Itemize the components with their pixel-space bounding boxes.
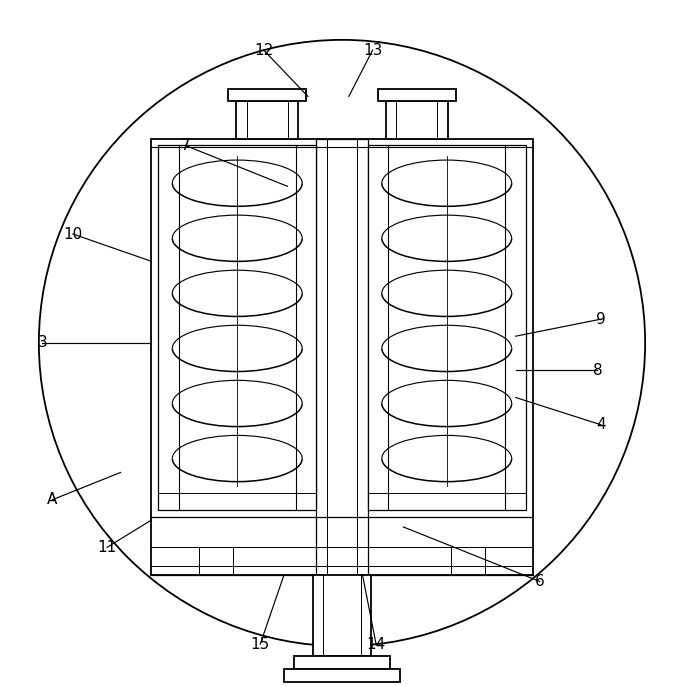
Bar bbox=[386, 101, 447, 139]
Bar bbox=[317, 139, 367, 575]
Text: 4: 4 bbox=[596, 417, 605, 432]
Text: 8: 8 bbox=[592, 363, 603, 378]
Text: A: A bbox=[47, 492, 57, 507]
Text: 11: 11 bbox=[97, 540, 116, 555]
Bar bbox=[237, 101, 298, 139]
Text: 7: 7 bbox=[181, 138, 190, 153]
Circle shape bbox=[39, 40, 645, 646]
Text: 10: 10 bbox=[64, 226, 83, 241]
Bar bbox=[367, 145, 526, 510]
Text: 14: 14 bbox=[367, 637, 386, 652]
Bar bbox=[151, 139, 533, 575]
Bar bbox=[378, 89, 456, 101]
Bar bbox=[294, 657, 390, 669]
Text: 15: 15 bbox=[250, 637, 270, 652]
Bar bbox=[313, 575, 371, 657]
Text: 12: 12 bbox=[254, 43, 274, 58]
Text: 13: 13 bbox=[363, 43, 382, 58]
Bar bbox=[228, 89, 306, 101]
Text: 3: 3 bbox=[38, 335, 47, 351]
Bar bbox=[284, 669, 400, 683]
Bar bbox=[158, 145, 317, 510]
Text: 9: 9 bbox=[596, 311, 606, 327]
Text: 6: 6 bbox=[535, 574, 544, 589]
